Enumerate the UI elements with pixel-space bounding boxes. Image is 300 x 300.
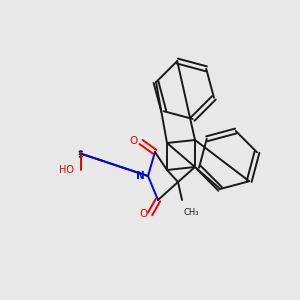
Text: CH₃: CH₃ — [184, 208, 200, 217]
Text: O: O — [129, 136, 137, 146]
Text: N: N — [136, 171, 144, 181]
Text: HO: HO — [59, 165, 74, 175]
Text: O: O — [139, 209, 147, 219]
